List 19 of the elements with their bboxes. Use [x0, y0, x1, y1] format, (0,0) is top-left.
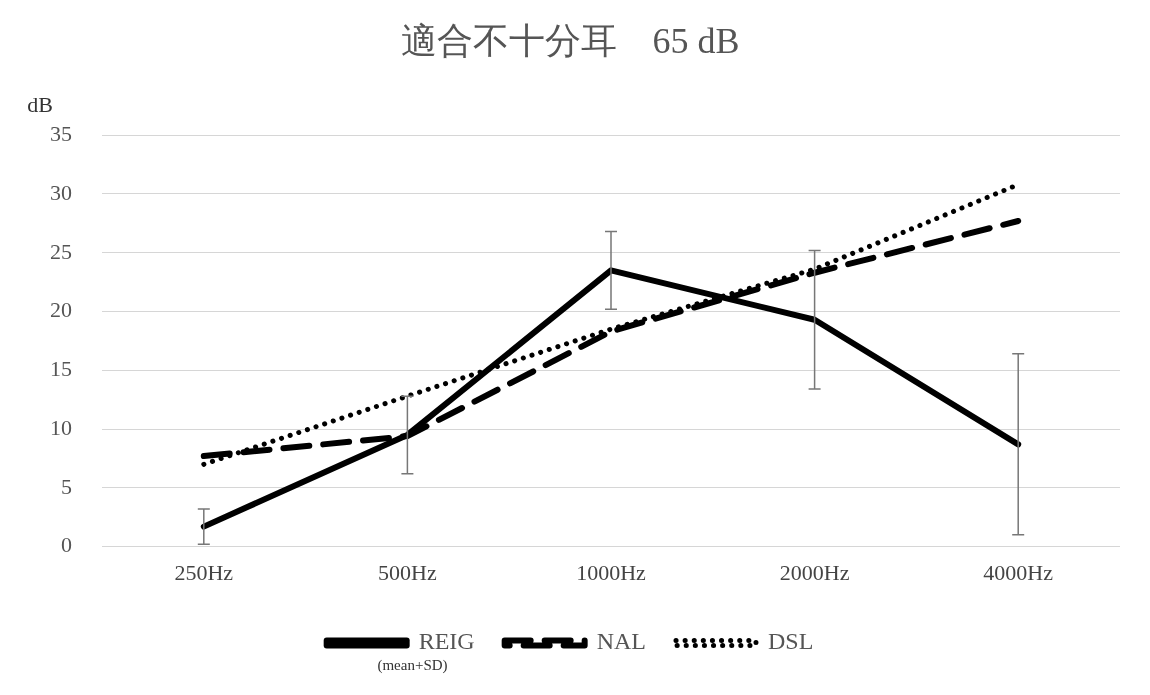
y-tick-label: 5: [61, 473, 72, 499]
y-tick-label: 25: [50, 238, 72, 264]
y-tick-label: 20: [50, 297, 72, 323]
y-axis-title: dB: [27, 91, 53, 117]
legend-label: DSL: [767, 628, 814, 655]
x-tick-label: 1000Hz: [576, 559, 647, 585]
y-tick-label: 10: [50, 414, 72, 440]
chart-title: 適合不十分耳 65 dB: [400, 21, 740, 62]
y-tick-label: 15: [50, 356, 72, 382]
x-tick-label: 250Hz: [174, 559, 234, 585]
legend-label: NAL: [596, 628, 646, 655]
x-tick-label: 2000Hz: [779, 559, 850, 585]
legend-label: REIG: [418, 628, 475, 655]
x-tick-label: 500Hz: [378, 559, 437, 585]
text: (mean+SD): [377, 657, 448, 675]
x-tick-label: 4000Hz: [983, 559, 1054, 585]
y-tick-label: 0: [61, 532, 72, 558]
y-tick-label: 30: [50, 179, 72, 205]
y-tick-label: 35: [50, 120, 72, 146]
